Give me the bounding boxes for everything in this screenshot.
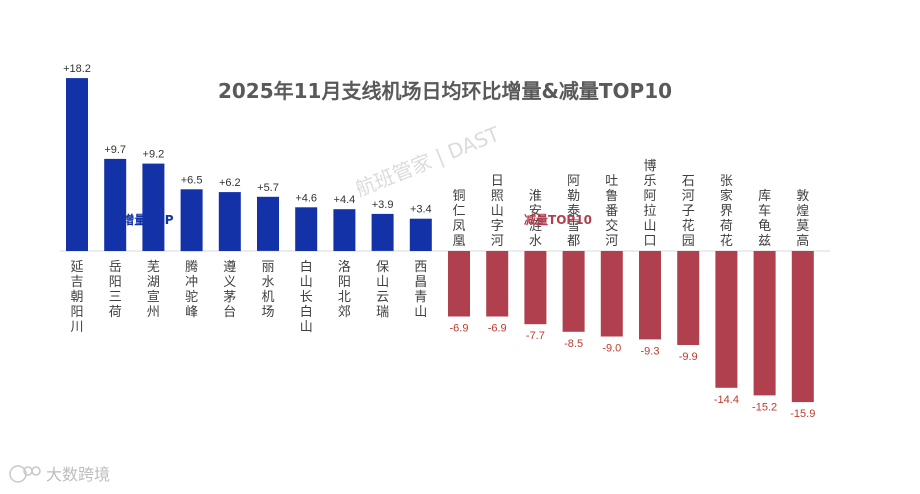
category-label: 博乐阿拉山口 [643,159,656,249]
bar-increase [257,196,279,251]
dsk-logo-icon: 大数跨境 [9,465,110,484]
bar-increase [104,158,127,251]
bar-decrease [639,251,661,340]
bar-decrease [791,251,814,403]
category-label: 日照山字河 [491,174,504,249]
category-label: 延吉朝阳川 [70,260,83,335]
data-label: -6.9 [450,323,469,335]
watermark: 航班管家 | DAST [352,121,504,201]
bar-increase [218,192,241,251]
category-label: 洛阳北郊 [338,260,351,320]
chart-title: 2025年11月支线机场日均环比增量&减量TOP10 [218,79,672,103]
bar-increase [180,189,203,252]
data-label: -6.9 [488,323,507,335]
bar-decrease [448,251,470,317]
bar-increase [333,209,356,251]
category-label: 库车龟兹 [758,188,771,249]
data-label: +6.2 [219,177,241,189]
data-label: -8.5 [564,338,583,350]
bar-increase [295,207,318,251]
category-label: 保山云瑞 [376,260,389,320]
category-label: 遵义茅台 [223,259,236,320]
data-label: -9.0 [602,343,621,355]
data-label: -9.9 [679,351,698,363]
category-label: 岳阳三荷 [109,260,122,320]
category-label: 吐鲁番交河 [605,174,618,249]
bar-increase [142,163,165,251]
category-label: 芜湖宣州 [147,260,160,320]
data-label: -14.4 [714,394,739,406]
category-label: 白山长白山 [300,259,313,335]
data-label: +18.2 [63,63,91,75]
series-labels: 增量TOP 减量TOP10 [122,212,592,227]
data-label: -7.7 [526,330,545,342]
category-label: 阿勒泰雪都 [567,174,580,249]
data-label: -15.2 [752,401,777,413]
data-label: +9.2 [143,149,165,161]
category-label: 腾冲驼峰 [185,259,198,320]
data-label: +9.7 [104,144,126,156]
bar-increase [409,218,432,251]
category-label: 敦煌莫高 [796,188,809,249]
data-label: +4.4 [334,194,356,206]
bar-decrease [600,251,623,337]
data-label: +5.7 [257,182,279,194]
bar-increase [371,213,394,251]
bar-decrease [562,251,585,332]
category-label: 淮安涟水 [529,189,542,249]
bar-decrease [753,251,776,396]
category-label: 丽水机场 [261,260,274,320]
series-label-increase: 增量TOP [122,212,173,227]
data-label: +6.5 [181,174,203,186]
category-label: 西昌青山 [414,260,427,320]
bar-decrease [715,251,738,388]
data-label: +4.6 [295,192,317,204]
data-label: +3.9 [372,199,394,211]
category-label: 石河子花园 [682,174,695,249]
bar-decrease [677,251,700,345]
logo-text: 大数跨境 [46,465,110,484]
data-label: -15.9 [790,408,815,420]
category-label: 张家界荷花 [720,174,733,249]
category-label: 铜仁凤凰 [452,189,465,249]
data-label: +3.4 [410,204,432,216]
bar-decrease [524,251,547,325]
bar-increase [66,78,88,251]
bar-decrease [486,251,509,317]
bars-group: +18.2 延吉朝阳川 +9.7 岳阳三荷 +9.2 芜湖宣州 +6.5 腾冲驼峰 +6.2 遵义… [63,63,815,420]
series-label-decrease: 减量TOP10 [524,212,592,227]
data-label: -9.3 [641,345,660,357]
